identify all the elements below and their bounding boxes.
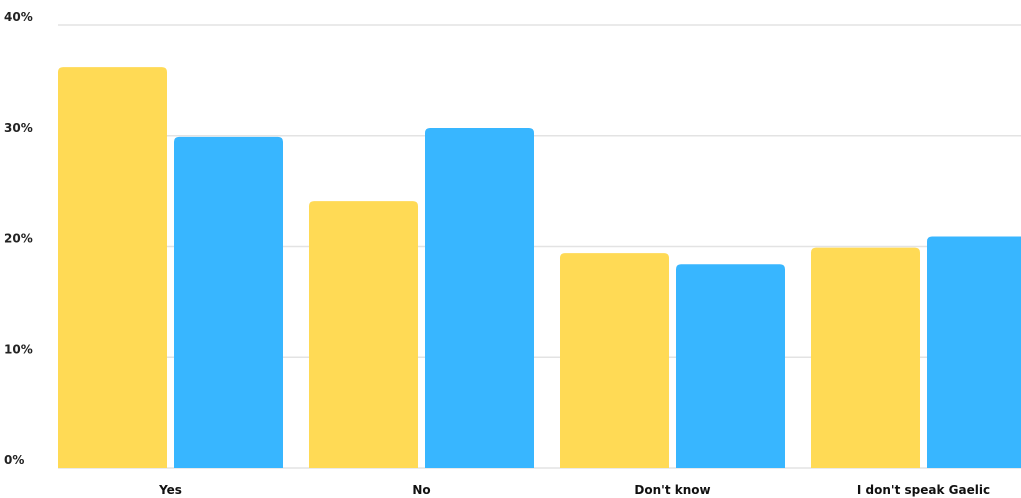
- y-tick-label: 10%: [4, 342, 33, 356]
- x-axis-category-labels: Yes No Don't know I don't speak Gaelic: [158, 483, 990, 497]
- bar-i-don-t-speak-gaelic-series-2: [927, 236, 1021, 468]
- bar-yes-series-2: [174, 136, 283, 469]
- bar-don-t-know-series-1: [560, 253, 669, 468]
- y-tick-label: 30%: [4, 121, 33, 135]
- y-axis-tick-labels: 0% 10% 20% 30% 40%: [4, 10, 33, 467]
- bar-no-series-2: [425, 127, 534, 468]
- x-category-label: No: [412, 483, 430, 497]
- y-tick-label: 20%: [4, 232, 33, 246]
- x-category-label: I don't speak Gaelic: [857, 483, 990, 497]
- bar-yes-series-1: [58, 67, 167, 469]
- bar-don-t-know-series-2: [676, 264, 785, 468]
- y-tick-label: 0%: [4, 453, 24, 467]
- bar-no-series-1: [309, 201, 418, 468]
- bar-i-don-t-speak-gaelic-series-1: [811, 247, 920, 468]
- x-category-label: Don't know: [634, 483, 710, 497]
- x-category-label: Yes: [158, 483, 182, 497]
- y-tick-label: 40%: [4, 10, 33, 24]
- bars: [58, 67, 1021, 469]
